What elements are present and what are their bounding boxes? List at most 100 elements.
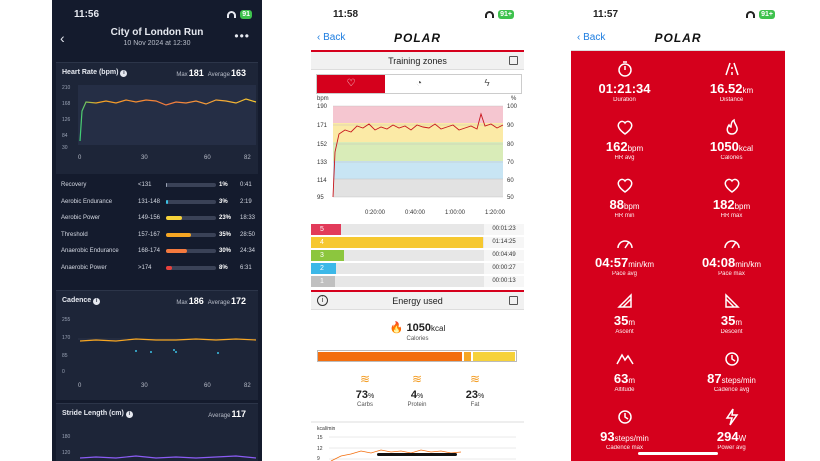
hr-x-tick: 60 (204, 155, 211, 161)
energy-summary: 🔥 1050kcal Calories (311, 321, 524, 342)
zone-number: 2 (311, 263, 335, 274)
status-bar: 11:57 91+ (571, 0, 785, 26)
stat-duration: 01:21:34 Duration (571, 59, 678, 103)
fat-segment (473, 352, 515, 361)
polar-logo: POLAR (654, 31, 702, 45)
zone-duration: 01:14:25 (484, 237, 524, 248)
zone-row: Anaerobic Power >174 8% 6:31 (56, 261, 258, 277)
hr-x-tick: 82 (244, 155, 251, 161)
battery-icon: 91+ (759, 10, 775, 19)
zone-time: 28:50 (240, 231, 256, 238)
stat-unit: min/km (628, 260, 655, 269)
hr-y-tick: 30 (62, 145, 68, 151)
y-left-tick: 95 (317, 195, 324, 201)
cadence-chart: 255 170 85 0 0 30 60 82 (62, 317, 257, 389)
pace-avg-icon (616, 240, 633, 249)
tab-power[interactable]: ϟ (453, 75, 521, 93)
stat-unit: km (742, 86, 754, 95)
stat-label: Cadence avg (713, 387, 750, 393)
zone-bar-track (166, 216, 216, 220)
info-icon[interactable]: i (120, 70, 128, 77)
zone-duration: 00:00:27 (484, 263, 524, 274)
stat-value: 63 (613, 371, 629, 386)
zone-row: Aerobic Endurance 131-148 3% 2:19 (56, 195, 258, 211)
heart-max-icon (724, 178, 739, 193)
stat-hr-avg: 162bpm HR avg (571, 117, 678, 161)
zone-bar-track (166, 232, 216, 237)
cadence-card: Cadence i Max186 Average172 255 170 85 0 0… (56, 290, 258, 400)
hr-x-tick: 0 (78, 155, 82, 161)
right-unit: % (511, 96, 517, 102)
zone-time-row: 4 01:14:25 (311, 237, 524, 249)
y-left-tick: 171 (317, 123, 328, 129)
collapse-icon[interactable] (509, 296, 518, 305)
stride-chart: 180 120 (62, 434, 257, 459)
y-right-tick: 90 (507, 123, 514, 129)
gauge-icon: ◔ (415, 78, 423, 89)
stat-pace-max: 04:08min/km Pace max (678, 233, 785, 277)
stat-label: Descent (720, 329, 743, 335)
info-icon[interactable]: i (93, 298, 101, 305)
card-title: Heart Rate (bpm) (62, 69, 119, 76)
tab-speed[interactable]: ◔ (385, 75, 453, 93)
x-tick: 0:40:00 (405, 210, 426, 216)
left-unit: bpm (317, 96, 329, 102)
ascent-icon (616, 293, 632, 308)
back-button[interactable]: ‹ Back (577, 32, 606, 43)
heart-rate-card: Heart Rate (bpm) i Max181 Average163 210 1… (56, 62, 258, 174)
zone-bar-track (166, 199, 216, 204)
stat-value: 04:57 (594, 255, 629, 270)
y-right-tick: 70 (507, 160, 514, 166)
stat-unit: m (628, 318, 636, 327)
y-left-tick: 190 (317, 104, 328, 110)
zone-bar-fill (166, 216, 183, 220)
collapse-icon[interactable] (509, 56, 518, 65)
carbs-stat: ≋ 73% Carbs (335, 372, 395, 408)
stat-label: HR avg (614, 155, 635, 161)
zone-range: 157-167 (138, 231, 161, 238)
zone-bar-fill (166, 199, 169, 204)
zone-time-row: 1 00:00:13 (311, 276, 524, 288)
carbs-icon: ≋ (359, 372, 371, 386)
max-value: 181 (188, 68, 204, 78)
x-tick: 0:20:00 (365, 210, 386, 216)
hr-y-tick: 210 (62, 85, 71, 91)
max-value: 186 (188, 296, 204, 306)
stat-pace-avg: 04:57min/km Pace avg (571, 233, 678, 277)
fat-icon: ≋ (469, 372, 481, 386)
page-title: City of London Run (110, 27, 204, 38)
zone-bar-fill (166, 265, 172, 270)
y-left-tick: 114 (317, 178, 327, 184)
wifi-icon (227, 11, 237, 18)
zone-percent: 3% (219, 198, 228, 205)
stat-value: 87 (707, 371, 722, 386)
stat-hr-min: 88bpm HR min (571, 175, 678, 219)
cadence-avg-icon (724, 352, 739, 366)
tab-heart-rate[interactable]: ♡ (317, 75, 385, 93)
workout-date: 10 Nov 2024 at 12:30 (123, 40, 191, 47)
stat-label: Distance (719, 97, 744, 103)
cad-x-tick: 0 (78, 383, 82, 389)
cad-x-tick: 82 (244, 383, 251, 389)
mini-y-tick: 9 (317, 456, 320, 461)
status-bar: 11:58 91+ (311, 0, 524, 26)
card-title: Cadence (62, 297, 92, 304)
zone-bar-track (166, 249, 216, 253)
stride-y-tick: 180 (62, 434, 71, 440)
more-options-icon[interactable]: ••• (234, 29, 250, 43)
phone-summary-stats: 11:57 91+ ‹ Back POLAR 01:21:34 Duration… (571, 0, 785, 461)
y-left-tick: 152 (317, 142, 328, 148)
nav-bar: ‹ Back POLAR (571, 26, 785, 50)
zone-row: Recovery <131 1% 0:41 (56, 178, 258, 194)
info-icon[interactable]: i (125, 411, 133, 418)
flame-icon (726, 118, 738, 135)
zone-number: 3 (311, 250, 335, 261)
back-label: Back (583, 32, 606, 43)
stat-altitude: 63m Altitude (571, 349, 678, 393)
zone-name: Aerobic Power (61, 215, 101, 221)
back-button[interactable]: ‹ Back (317, 32, 346, 43)
info-icon[interactable]: i (317, 295, 328, 306)
home-indicator (638, 452, 718, 455)
stat-value: 16.52 (709, 81, 743, 96)
back-chevron-icon[interactable]: ‹ (60, 30, 65, 46)
